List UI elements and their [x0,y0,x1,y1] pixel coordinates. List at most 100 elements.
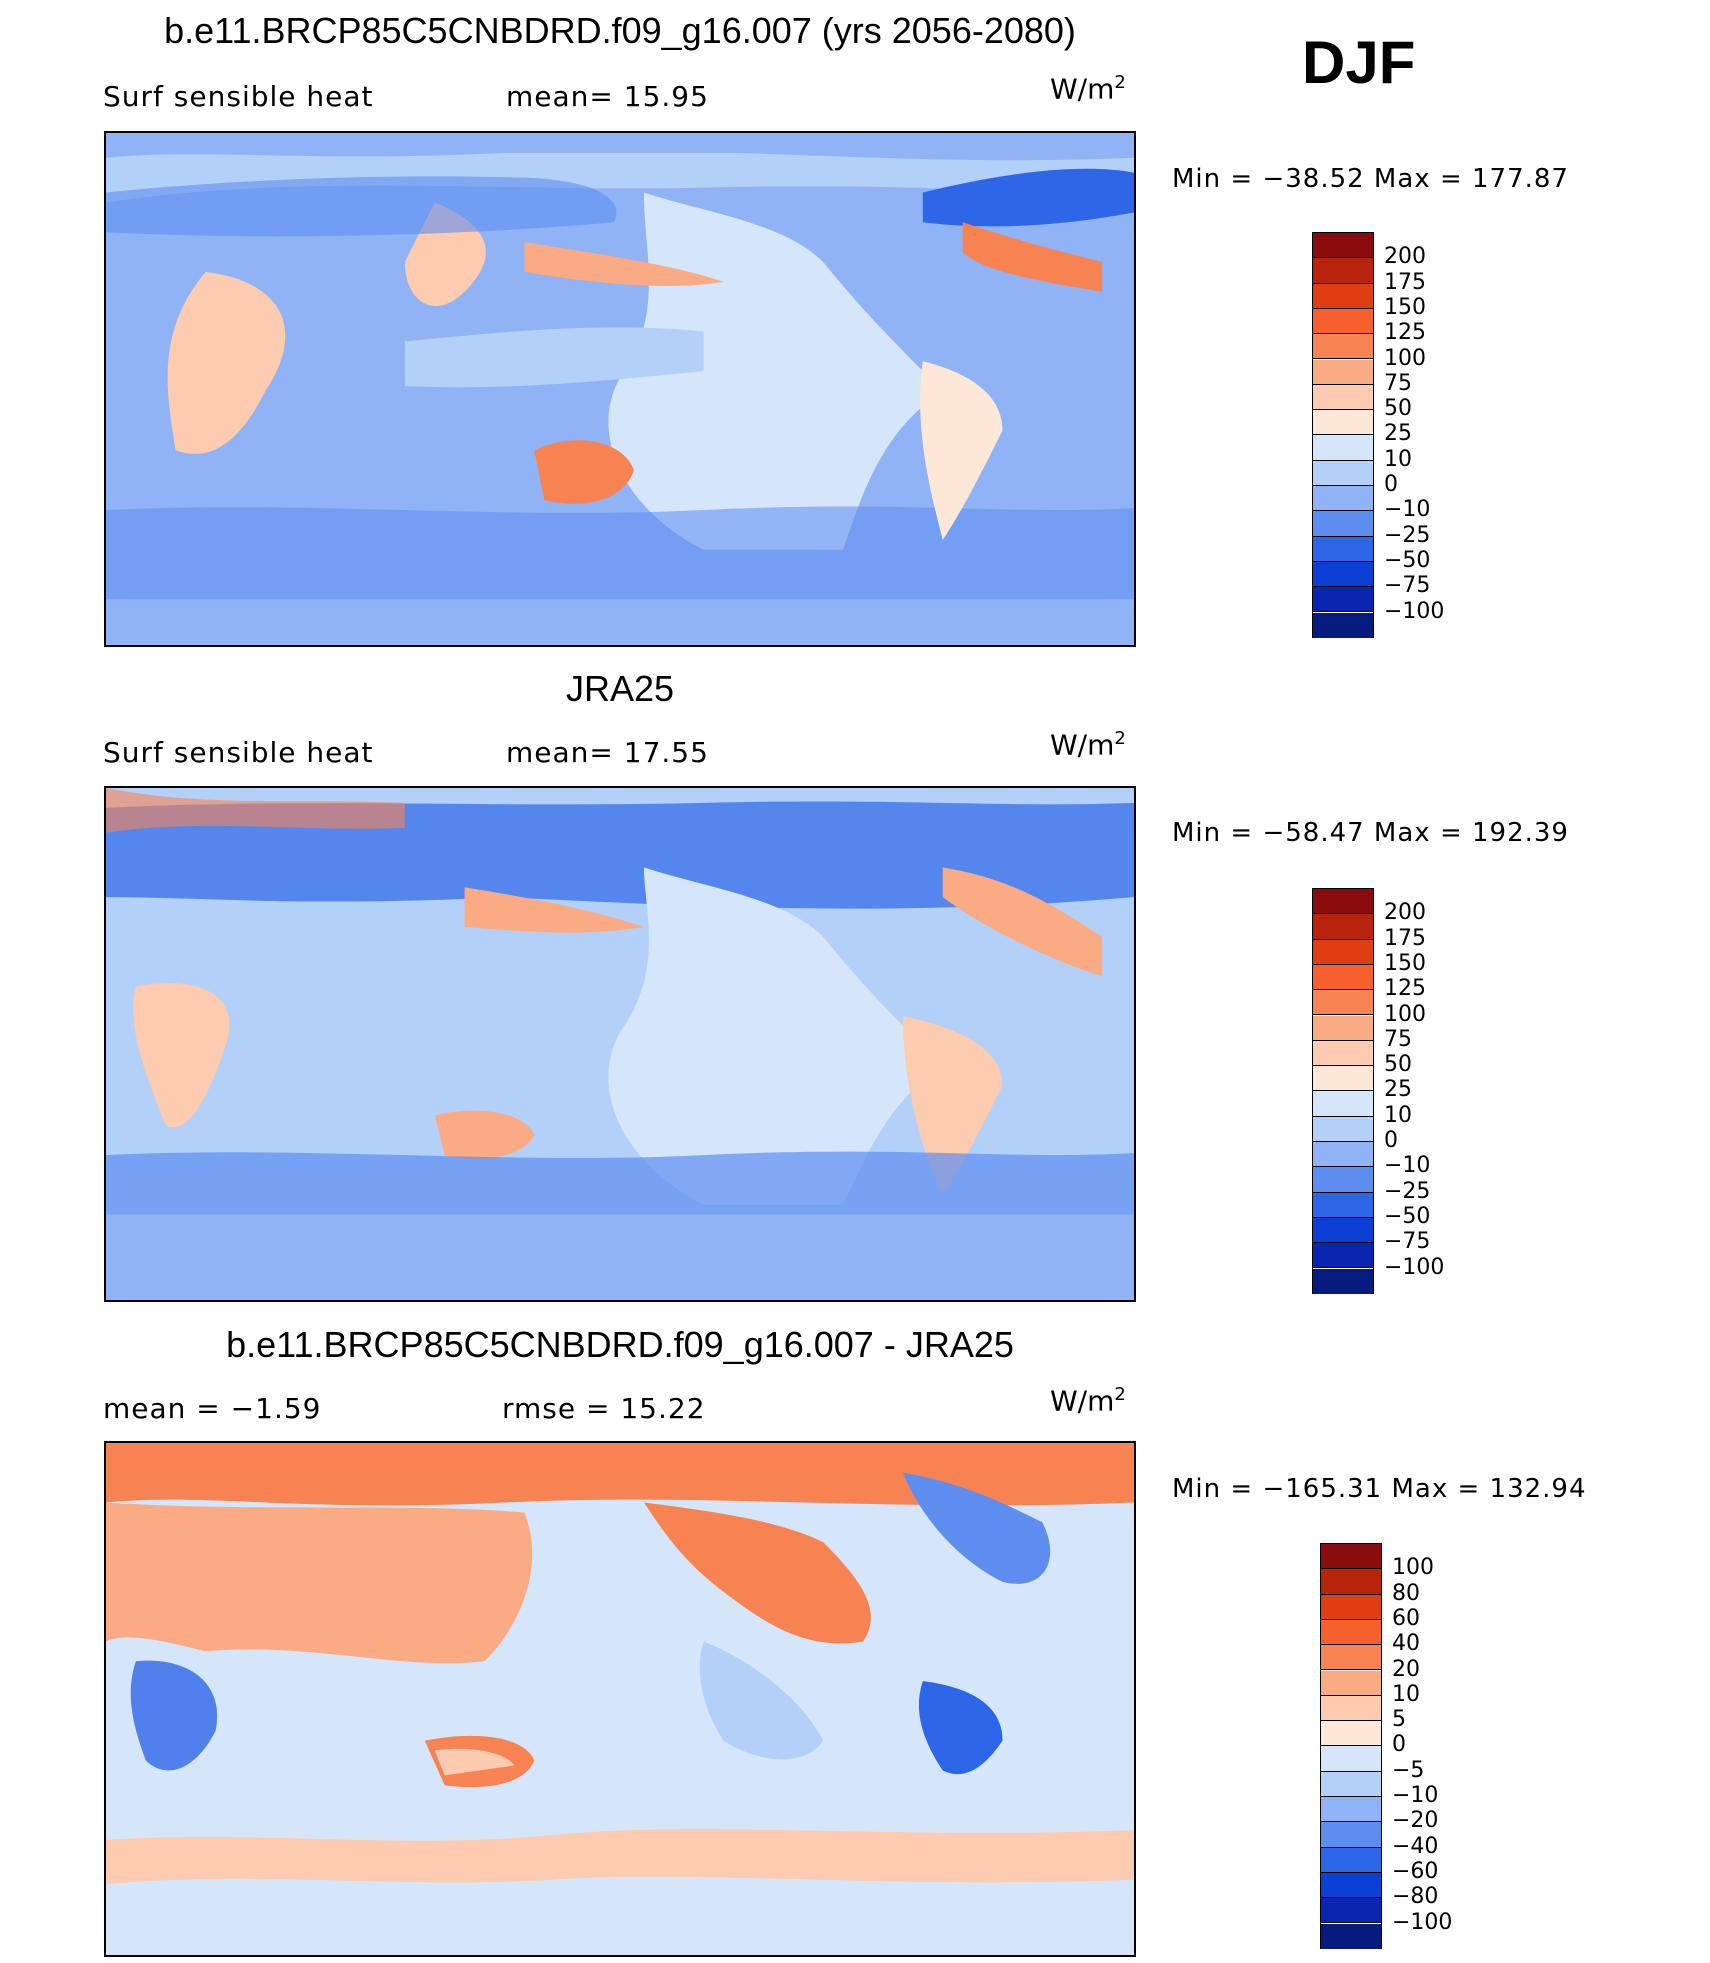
colorbar-label: 150 [1384,950,1426,976]
colorbar-swatch [1313,410,1373,436]
colorbar-swatch [1313,486,1373,512]
colorbar-swatch [1313,536,1373,562]
colorbar-swatch [1313,1243,1373,1269]
colorbar-swatch [1313,1192,1373,1218]
colorbar-label: 10 [1384,446,1412,472]
panel-3-map-field [106,1443,1134,1955]
colorbar-label: 60 [1392,1605,1420,1631]
colorbar-label: −50 [1384,1203,1431,1229]
colorbar-swatch [1313,283,1373,309]
colorbar-swatch [1313,1217,1373,1244]
colorbar-label: 175 [1384,925,1426,951]
panel-3-units: W/m2 [1050,1384,1126,1418]
colorbar-swatch [1313,1040,1373,1067]
colorbar-swatch [1313,511,1373,537]
colorbar-swatch [1313,1167,1373,1193]
colorbar-swatch [1321,1594,1381,1620]
colorbar-label: 40 [1392,1631,1420,1657]
panel-3-rmse-label: rmse = 15.22 [502,1392,706,1425]
panel-2-title: JRA25 [565,668,675,709]
colorbar-swatch [1313,1116,1373,1142]
colorbar-swatch [1321,1569,1381,1595]
panel-1-minmax: Min = −38.52 Max = 177.87 [1172,164,1569,194]
colorbar-swatch [1321,1695,1381,1722]
colorbar-label: 50 [1384,396,1412,422]
colorbar-label: 0 [1384,1128,1398,1153]
colorbar-swatch [1321,1619,1381,1646]
colorbar-swatch [1313,561,1373,588]
season-label: DJF [1302,29,1416,96]
colorbar-swatch [1313,1091,1373,1117]
colorbar-label: 200 [1384,244,1426,270]
colorbar-label: −10 [1392,1783,1439,1808]
panel-2-minmax: Min = −58.47 Max = 192.39 [1172,818,1569,848]
panel-1-map [104,131,1136,647]
colorbar-label: 75 [1384,1026,1412,1052]
colorbar-swatch [1313,308,1373,335]
panel-3-colorbar [1320,1543,1382,1949]
colorbar-label: −100 [1384,1254,1445,1280]
colorbar-label: 5 [1392,1707,1406,1733]
colorbar-label: 125 [1384,976,1426,1002]
panel-2-colorbar [1312,888,1374,1294]
colorbar-label: 100 [1384,1001,1426,1027]
colorbar-swatch [1313,612,1373,638]
colorbar-label: −75 [1384,573,1431,599]
colorbar-swatch [1321,1898,1381,1924]
colorbar-swatch [1313,334,1373,360]
colorbar-swatch [1321,1544,1381,1570]
colorbar-swatch [1313,914,1373,940]
colorbar-label: −50 [1384,547,1431,573]
panel-2-units: W/m2 [1050,728,1126,762]
colorbar-swatch [1313,1015,1373,1041]
colorbar-label: 175 [1384,269,1426,295]
colorbar-swatch [1313,460,1373,486]
colorbar-swatch [1313,889,1373,915]
colorbar-swatch [1321,1746,1381,1772]
panel-1-variable-label: Surf sensible heat [103,80,374,113]
colorbar-swatch [1321,1645,1381,1671]
colorbar-swatch [1313,964,1373,991]
panel-3-title: b.e11.BRCP85C5CNBDRD.f09_g16.007 - JRA25 [226,1324,1014,1365]
panel-2-map [104,786,1136,1302]
panel-1-map-field [106,133,1134,645]
colorbar-label: −10 [1384,1153,1431,1179]
colorbar-label: −5 [1392,1757,1425,1783]
panel-2-map-field [106,788,1134,1300]
colorbar-label: −25 [1384,1178,1431,1204]
colorbar-label: 0 [1384,472,1398,497]
colorbar-label: −40 [1392,1833,1439,1859]
panel-2-mean-label: mean= 17.55 [506,736,709,769]
colorbar-label: −20 [1392,1808,1439,1834]
colorbar-label: 25 [1384,421,1412,447]
colorbar-label: −60 [1392,1858,1439,1884]
colorbar-swatch [1321,1872,1381,1899]
colorbar-swatch [1313,258,1373,284]
colorbar-label: 100 [1384,345,1426,371]
colorbar-label: 20 [1392,1656,1420,1682]
panel-3-mean-label: mean = −1.59 [103,1392,322,1425]
colorbar-swatch [1313,1142,1373,1168]
colorbar-label: 10 [1384,1102,1412,1128]
colorbar-swatch [1321,1771,1381,1797]
panel-1-mean-label: mean= 15.95 [506,80,709,113]
panel-3-map [104,1441,1136,1957]
panel-2-variable-label: Surf sensible heat [103,736,374,769]
colorbar-label: 100 [1392,1555,1434,1581]
colorbar-swatch [1321,1670,1381,1696]
colorbar-swatch [1321,1721,1381,1747]
colorbar-swatch [1321,1847,1381,1873]
panel-3-minmax: Min = −165.31 Max = 132.94 [1172,1474,1587,1504]
colorbar-swatch [1313,587,1373,613]
colorbar-label: 200 [1384,900,1426,926]
colorbar-swatch [1321,1797,1381,1823]
colorbar-swatch [1313,990,1373,1016]
colorbar-label: −10 [1384,497,1431,523]
colorbar-label: 80 [1392,1580,1420,1606]
colorbar-label: 25 [1384,1077,1412,1103]
colorbar-swatch [1321,1822,1381,1848]
colorbar-label: −75 [1384,1229,1431,1255]
panel-1-title: b.e11.BRCP85C5CNBDRD.f09_g16.007 (yrs 20… [164,10,1076,51]
colorbar-label: 50 [1384,1052,1412,1078]
colorbar-swatch [1321,1923,1381,1949]
